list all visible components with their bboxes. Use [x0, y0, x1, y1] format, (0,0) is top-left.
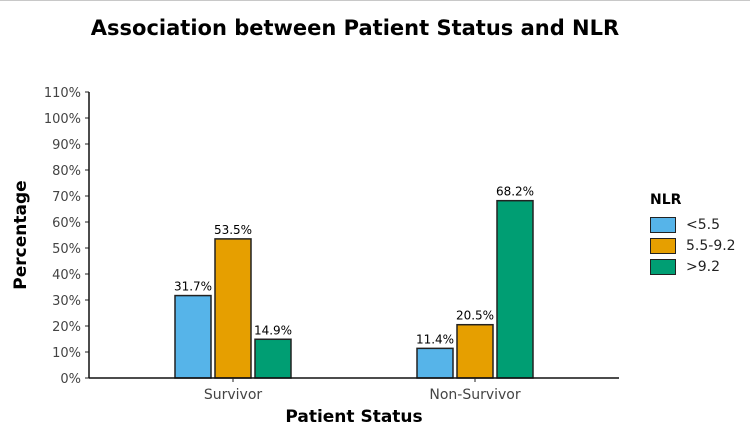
bar-value-label: 11.4% [416, 332, 454, 346]
legend-key-1 [650, 237, 676, 254]
bar-value-label: 53.5% [214, 223, 252, 237]
y-tick-label: 30% [52, 294, 81, 309]
bar [456, 323, 494, 379]
bar [174, 294, 212, 379]
y-tick-label: 110% [44, 86, 81, 101]
x-tick-label: Survivor [204, 387, 263, 403]
y-tick-label: 100% [44, 112, 81, 127]
bar [254, 338, 292, 379]
legend: NLR <5.5 5.5-9.2 >9.2 [650, 192, 736, 277]
y-tick-label: 20% [52, 320, 81, 335]
bar [416, 347, 454, 379]
legend-label: 5.5-9.2 [686, 237, 736, 254]
legend-label: >9.2 [686, 258, 720, 275]
bar-value-label: 68.2% [496, 185, 534, 199]
legend-item: 5.5-9.2 [650, 235, 736, 256]
legend-label: <5.5 [686, 216, 720, 233]
y-tick-label: 90% [52, 138, 81, 153]
bar-value-label: 31.7% [174, 280, 212, 294]
y-axis-title: Percentage [11, 180, 31, 290]
legend-title: NLR [650, 192, 682, 208]
top-border-line [0, 0, 750, 1]
legend-item: >9.2 [650, 256, 736, 277]
y-tick-label: 60% [52, 216, 81, 231]
y-tick-label: 40% [52, 268, 81, 283]
legend-key-0 [650, 216, 676, 233]
y-tick-label: 80% [52, 164, 81, 179]
legend-item: <5.5 [650, 214, 736, 235]
legend-key-2 [650, 258, 676, 275]
bar [214, 238, 252, 379]
bar-value-label: 14.9% [254, 323, 292, 337]
bar [496, 199, 534, 379]
y-tick-label: 50% [52, 242, 81, 257]
bar-value-label: 20.5% [456, 309, 494, 323]
x-tick-label: Non-Survivor [429, 387, 521, 403]
x-axis-title: Patient Status [285, 407, 423, 427]
y-tick-label: 10% [52, 346, 81, 361]
y-tick-label: 70% [52, 190, 81, 205]
chart-title: Association between Patient Status and N… [90, 16, 620, 40]
y-tick-label: 0% [60, 372, 81, 387]
